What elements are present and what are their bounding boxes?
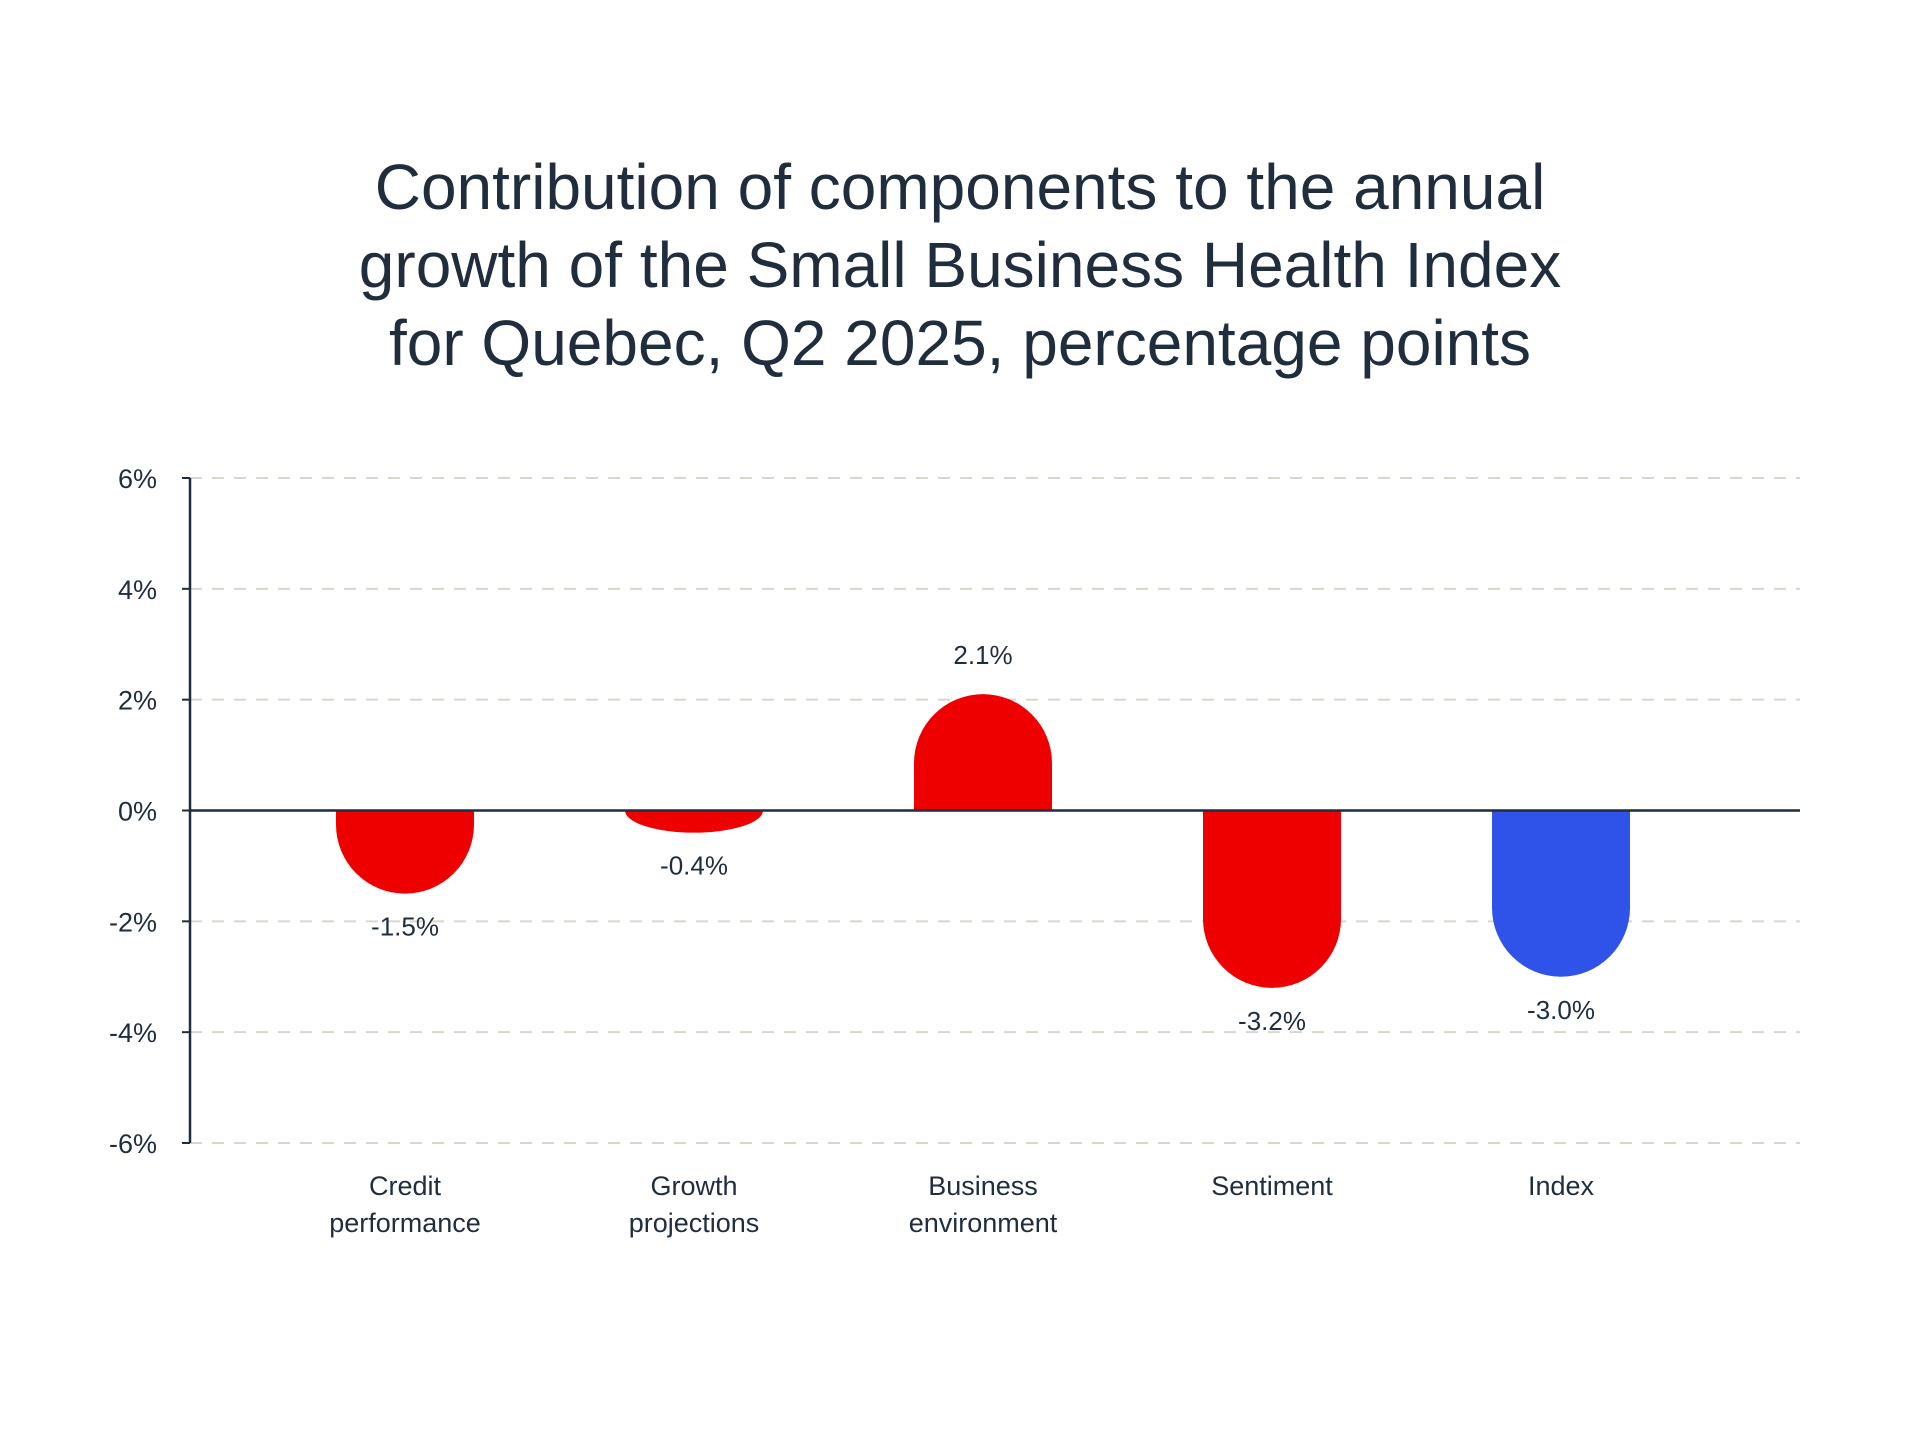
category-label: Index xyxy=(1528,1171,1595,1201)
y-tick-label: 6% xyxy=(118,464,157,494)
bar xyxy=(1492,810,1630,977)
category-label: Growth xyxy=(650,1171,737,1201)
bars xyxy=(336,694,1630,988)
bar xyxy=(1203,810,1341,988)
labels: 6% 4% 2% 0% -2% -4% -6% -1.5% Credit performance -… xyxy=(109,464,1595,1238)
category-label: Credit xyxy=(369,1171,442,1201)
category-label: performance xyxy=(329,1208,481,1238)
y-tick-label: -4% xyxy=(109,1018,157,1048)
data-label: -1.5% xyxy=(371,912,439,942)
bar xyxy=(336,810,474,894)
y-tick-label: 4% xyxy=(118,575,157,605)
category-label: Sentiment xyxy=(1211,1171,1333,1201)
y-tick-label: 2% xyxy=(118,686,157,716)
y-tick-label: -2% xyxy=(109,907,157,937)
data-label: -3.0% xyxy=(1527,995,1595,1025)
data-label: -0.4% xyxy=(660,851,728,881)
grid-lines xyxy=(190,477,1800,1144)
chart-title-line-1: Contribution of components to the annual xyxy=(374,151,1546,223)
chart-title: Contribution of components to the annual… xyxy=(310,148,1610,382)
axes xyxy=(182,477,1800,1144)
category-label: projections xyxy=(629,1208,760,1238)
chart-title-line-3: for Quebec, Q2 2025, percentage points xyxy=(388,307,1532,379)
bar xyxy=(914,694,1052,811)
y-tick-label: -6% xyxy=(109,1129,157,1159)
category-label: environment xyxy=(909,1208,1058,1238)
data-label: 2.1% xyxy=(953,640,1012,670)
y-tick-label: 0% xyxy=(118,797,157,827)
category-label: Business xyxy=(928,1171,1038,1201)
chart-title-line-2: growth of the Small Business Health Inde… xyxy=(358,229,1562,301)
data-label: -3.2% xyxy=(1238,1006,1306,1036)
bar xyxy=(625,810,763,833)
